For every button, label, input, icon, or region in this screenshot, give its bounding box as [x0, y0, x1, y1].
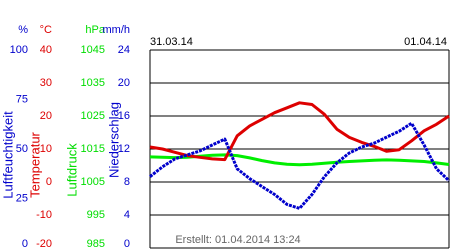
axis-unit: °C: [40, 24, 52, 36]
y-tick-label: 100: [10, 44, 28, 56]
y-tick-label: 1035: [81, 77, 105, 89]
x-tick-label: 01.04.14: [404, 36, 447, 48]
data-line: [149, 121, 450, 210]
x-tick-label: 31.03.14: [150, 36, 193, 48]
y-tick-label: 985: [87, 238, 105, 250]
y-tick-label: 1005: [81, 176, 105, 188]
y-tick-label: 4: [124, 209, 130, 221]
y-tick-label: -10: [36, 209, 52, 221]
axis-unit: hPa: [85, 24, 105, 36]
y-tick-label: 24: [118, 44, 130, 56]
y-tick-label: 0: [22, 238, 28, 250]
y-tick-label: -20: [36, 238, 52, 250]
data-line: [149, 101, 450, 162]
y-tick-label: 1015: [81, 143, 105, 155]
y-tick-label: 0: [124, 238, 130, 250]
annotation: Erstellt: 01.04.2014 13:24: [175, 234, 300, 246]
y-tick-label: 75: [16, 93, 28, 105]
y-tick-label: 1045: [81, 44, 105, 56]
y-tick-label: 40: [40, 44, 52, 56]
axis-label: Temperatur: [27, 131, 42, 197]
y-tick-label: 12: [118, 143, 130, 155]
axis-unit: mm/h: [103, 24, 131, 36]
y-tick-label: 20: [118, 77, 130, 89]
y-tick-label: 995: [87, 209, 105, 221]
axis-unit: %: [18, 24, 28, 36]
y-tick-label: 1025: [81, 110, 105, 122]
y-tick-label: 50: [16, 143, 28, 155]
axis-label: Luftdruck: [64, 143, 79, 197]
y-tick-label: 25: [16, 192, 28, 204]
axis-label: Luftfeuchtigkeit: [0, 111, 15, 199]
y-tick-label: 30: [40, 77, 52, 89]
y-tick-label: 20: [40, 110, 52, 122]
y-tick-label: 10: [40, 143, 52, 155]
y-tick-label: 16: [118, 110, 130, 122]
y-tick-label: 8: [124, 176, 130, 188]
y-tick-label: 0: [46, 176, 52, 188]
axis-label: Niederschlag: [106, 102, 121, 178]
